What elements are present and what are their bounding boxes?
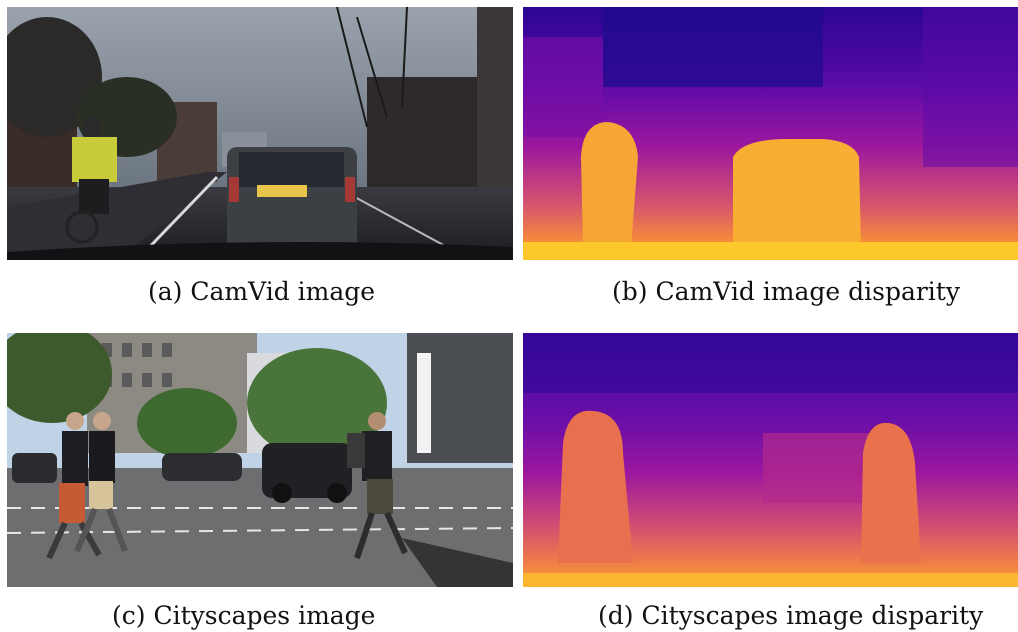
caption-b-label: (b) [612, 277, 648, 306]
cityscapes-disparity-map [523, 333, 1018, 587]
cityscapes-image [7, 333, 513, 587]
camvid-disparity-map [523, 7, 1018, 260]
caption-d-label: (d) [598, 601, 634, 630]
caption-d: (d) Cityscapes image disparity [598, 601, 983, 630]
caption-c-label: (c) [112, 601, 146, 630]
caption-b: (b) CamVid image disparity [612, 277, 960, 306]
camvid-image [7, 7, 513, 260]
caption-c-text: Cityscapes image [153, 601, 376, 630]
caption-a: (a) CamVid image [148, 277, 375, 306]
caption-b-text: CamVid image disparity [655, 277, 960, 306]
caption-a-text: CamVid image [190, 277, 376, 306]
caption-c: (c) Cityscapes image [112, 601, 375, 630]
caption-d-text: Cityscapes image disparity [641, 601, 984, 630]
caption-a-label: (a) [148, 277, 183, 306]
